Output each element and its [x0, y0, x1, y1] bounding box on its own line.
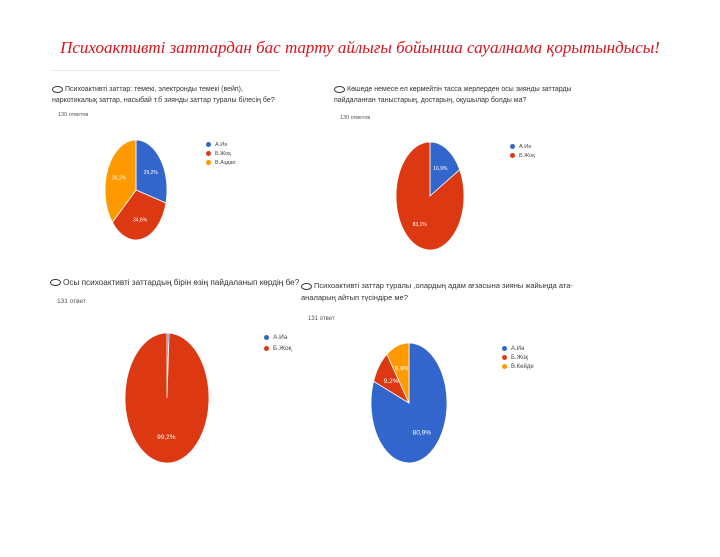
pie-slice-б-жоқ: [395, 141, 465, 251]
legend-3: А.Иә Б.Жоқ: [264, 332, 291, 354]
question-3-text: Осы психоактивті заттардың бірін өзің па…: [63, 278, 300, 287]
legend-label: А.Иә: [519, 143, 532, 150]
question-4-text: Психоактивті заттар туралы ,олардың адам…: [301, 281, 573, 302]
pie-chart-2: 16,9% 83,1%: [395, 141, 465, 251]
radio-icon: [334, 85, 345, 93]
legend-4: А.Иә Б.Жоқ В.Кейде: [502, 344, 534, 371]
legend-label: Б.Жоқ: [215, 150, 231, 157]
response-count-4: 131 ответ: [308, 316, 335, 322]
legend-label: А.Иә: [215, 141, 228, 148]
legend-swatch: [264, 346, 269, 351]
pie-chart-3: 99,2%: [124, 332, 210, 464]
legend-label: В.Аздап: [215, 159, 236, 166]
data-label-в-аздап: 36,2%: [112, 175, 127, 181]
question-3: Осы психоактивті заттардың бірін өзің па…: [50, 277, 300, 289]
response-count-2: 130 ответов: [340, 115, 371, 121]
legend-item-б-жоқ: Б.Жоқ: [502, 353, 534, 362]
radio-icon: [50, 279, 61, 287]
legend-swatch: [206, 160, 211, 165]
legend-label: А.Иә: [511, 345, 525, 352]
page-title: Психоактивті заттардан бас тарту айлығы …: [60, 38, 660, 57]
pie-slice-а-иә: [135, 139, 168, 204]
legend-swatch: [502, 355, 507, 360]
divider: [50, 70, 280, 71]
data-label-б-жоқ: 34,6%: [133, 217, 148, 223]
legend-swatch: [502, 364, 507, 369]
data-label-б-жоқ: 9,2%: [384, 378, 399, 385]
legend-item-а-иә: А.Иә: [510, 142, 535, 151]
radio-icon: [52, 85, 63, 93]
data-label-а-иә: 16,9%: [433, 166, 448, 172]
pie-slice-в-аздап: [104, 139, 137, 224]
pie-slice-б-жоқ: [111, 189, 167, 241]
data-label-а-иә: 80,9%: [413, 430, 432, 437]
legend-2: А.Иә Б.Жоқ: [510, 142, 535, 160]
legend-item-б-жоқ: Б.Жоқ: [206, 149, 236, 158]
legend-swatch: [510, 144, 515, 149]
legend-swatch: [206, 142, 211, 147]
response-count-1: 130 ответов: [58, 112, 89, 118]
legend-item-а-иә: А.Иә: [206, 140, 236, 149]
response-count-3: 131 ответ: [57, 298, 86, 305]
legend-item-в-аздап: В.Аздап: [206, 158, 236, 167]
radio-icon: [301, 282, 312, 290]
legend-label: А.Иә: [273, 334, 288, 341]
pie-chart-1: 29,2% 34,6% 36,2%: [104, 139, 168, 241]
legend-label: Б.Жоқ: [273, 345, 292, 352]
data-label-б-жоқ: 99,2%: [157, 434, 176, 441]
legend-swatch: [502, 346, 507, 351]
legend-label: Б.Жоқ: [519, 152, 535, 159]
pie-slice-в-кейде: [386, 342, 410, 404]
legend-item-а-иә: А.Иә: [264, 332, 291, 343]
legend-item-а-иә: А.Иә: [502, 344, 534, 353]
data-label-а-иә: 29,2%: [144, 170, 159, 176]
legend-swatch: [510, 153, 515, 158]
question-4: Психоактивті заттар туралы ,олардың адам…: [301, 280, 591, 304]
legend-item-б-жоқ: Б.Жоқ: [510, 151, 535, 160]
legend-label: В.Кейде: [511, 363, 534, 370]
question-2-text: Көшеде немесе ел көрмейтін тасса жерлерд…: [334, 86, 572, 104]
legend-swatch: [264, 335, 269, 340]
question-1: Психоактивті заттар: темекі, электронды …: [52, 84, 287, 106]
pie-slice-а-иә: [429, 141, 461, 197]
question-2: Көшеде немесе ел көрмейтін тасса жерлерд…: [334, 84, 589, 106]
legend-item-б-жоқ: Б.Жоқ: [264, 343, 291, 354]
data-label-б-жоқ: 83,1%: [413, 222, 428, 228]
legend-item-в-кейде: В.Кейде: [502, 362, 534, 371]
legend-swatch: [206, 151, 211, 156]
legend-label: Б.Жоқ: [511, 354, 529, 361]
pie-slice-б-жоқ: [124, 332, 210, 464]
pie-chart-4: 80,9% 9,2% 9,9%: [370, 342, 448, 464]
data-label-в-кейде: 9,9%: [395, 366, 410, 373]
question-1-text: Психоактивті заттар: темекі, электронды …: [52, 86, 275, 104]
legend-1: А.Иә Б.Жоқ В.Аздап: [206, 140, 236, 167]
